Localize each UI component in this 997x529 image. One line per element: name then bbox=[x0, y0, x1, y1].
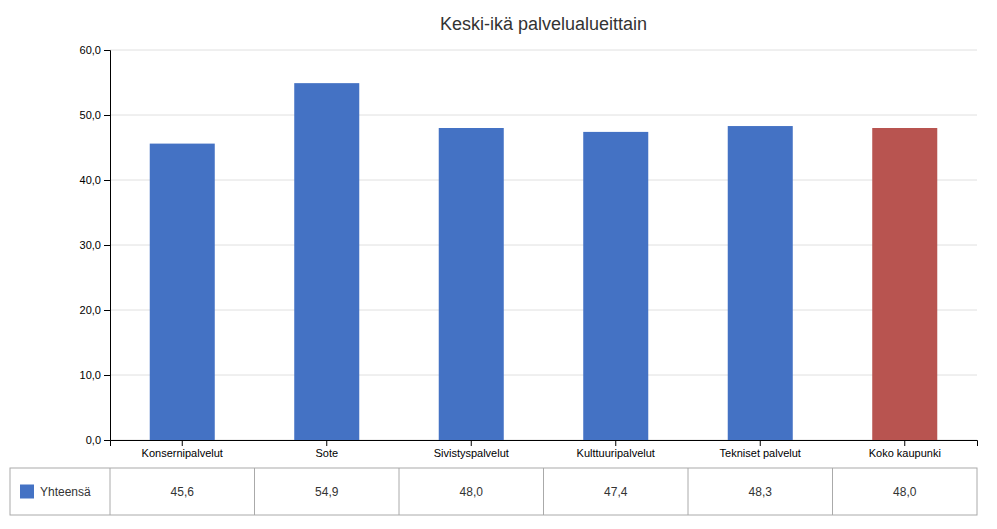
y-tick: 60,0 bbox=[80, 44, 110, 56]
data-label: 47,4 bbox=[604, 485, 628, 499]
y-axis: 0,0 10,0 20,0 30,0 40,0 50,0 60,0 bbox=[80, 44, 111, 446]
y-tick-mark bbox=[104, 245, 110, 246]
y-tick-mark bbox=[104, 180, 110, 181]
data-label: 45,6 bbox=[171, 485, 195, 499]
x-tick-label: Sote bbox=[315, 447, 338, 459]
x-axis-line bbox=[111, 441, 978, 447]
y-axis-line bbox=[104, 51, 111, 441]
legend: Yhteensä bbox=[20, 485, 91, 499]
table-divider bbox=[110, 468, 111, 515]
legend-swatch bbox=[20, 485, 34, 499]
x-tick: Sote bbox=[315, 440, 338, 459]
y-tick-label: 30,0 bbox=[80, 239, 101, 251]
table-divider bbox=[688, 468, 689, 515]
y-tick: 50,0 bbox=[80, 109, 110, 121]
bar bbox=[439, 128, 504, 440]
x-axis: Konsernipalvelut Sote Sivistyspalvelut Kult… bbox=[111, 440, 978, 459]
y-tick: 40,0 bbox=[80, 174, 110, 186]
y-tick: 0,0 bbox=[86, 434, 110, 446]
grid bbox=[110, 50, 977, 440]
data-label: 48,0 bbox=[893, 485, 917, 499]
x-tick: Konsernipalvelut bbox=[142, 440, 223, 459]
y-tick-label: 0,0 bbox=[86, 434, 101, 446]
x-tick: Tekniset palvelut bbox=[720, 440, 801, 459]
bar bbox=[728, 126, 793, 440]
y-tick-mark bbox=[104, 50, 110, 51]
x-tick: Koko kaupunki bbox=[869, 440, 941, 459]
x-tick-mark bbox=[471, 440, 472, 446]
title: Keski-ikä palvelualueittain bbox=[440, 14, 647, 34]
y-tick: 30,0 bbox=[80, 239, 110, 251]
grid-line bbox=[110, 50, 977, 51]
x-tick-label: Tekniset palvelut bbox=[720, 447, 801, 459]
bar bbox=[150, 144, 215, 440]
y-tick-label: 40,0 bbox=[80, 174, 101, 186]
data-label: 54,9 bbox=[315, 485, 339, 499]
data-label: 48,3 bbox=[749, 485, 773, 499]
table: Yhteensä 45,6 54,9 48,0 47,4 48,3 48,0 bbox=[10, 468, 977, 515]
y-tick-mark bbox=[104, 440, 110, 441]
x-tick-label: Koko kaupunki bbox=[869, 447, 941, 459]
grid-line bbox=[110, 375, 977, 376]
y-tick-mark bbox=[104, 375, 110, 376]
legend-label: Yhteensä bbox=[40, 485, 91, 499]
grid-line bbox=[110, 180, 977, 181]
x-tick-mark bbox=[326, 440, 327, 446]
x-tick-mark bbox=[615, 440, 616, 446]
grid-line bbox=[110, 115, 977, 116]
chart: Keski-ikä palvelualueittain 0,0 10,0 20,0 30… bbox=[0, 0, 997, 529]
bar bbox=[583, 132, 648, 440]
y-tick: 10,0 bbox=[80, 369, 110, 381]
y-tick-label: 50,0 bbox=[80, 109, 101, 121]
y-tick-label: 10,0 bbox=[80, 369, 101, 381]
grid-line bbox=[110, 310, 977, 311]
y-tick-mark bbox=[104, 310, 110, 311]
x-tick: Kulttuuripalvelut bbox=[577, 440, 655, 459]
table-border bbox=[10, 468, 977, 515]
bars bbox=[150, 83, 938, 440]
y-tick-label: 60,0 bbox=[80, 44, 101, 56]
y-tick: 20,0 bbox=[80, 304, 110, 316]
y-tick-mark bbox=[104, 115, 110, 116]
data-label: 48,0 bbox=[460, 485, 484, 499]
table-divider bbox=[399, 468, 400, 515]
x-tick: Sivistyspalvelut bbox=[434, 440, 509, 459]
table-divider bbox=[832, 468, 833, 515]
bar bbox=[872, 128, 937, 440]
y-tick-label: 20,0 bbox=[80, 304, 101, 316]
x-tick-label: Sivistyspalvelut bbox=[434, 447, 509, 459]
x-tick-mark bbox=[904, 440, 905, 446]
x-tick-label: Kulttuuripalvelut bbox=[577, 447, 655, 459]
x-tick-mark bbox=[760, 440, 761, 446]
x-tick-mark bbox=[182, 440, 183, 446]
bar bbox=[294, 83, 359, 440]
grid-line bbox=[110, 245, 977, 246]
table-divider bbox=[543, 468, 544, 515]
x-tick-label: Konsernipalvelut bbox=[142, 447, 223, 459]
table-divider bbox=[254, 468, 255, 515]
